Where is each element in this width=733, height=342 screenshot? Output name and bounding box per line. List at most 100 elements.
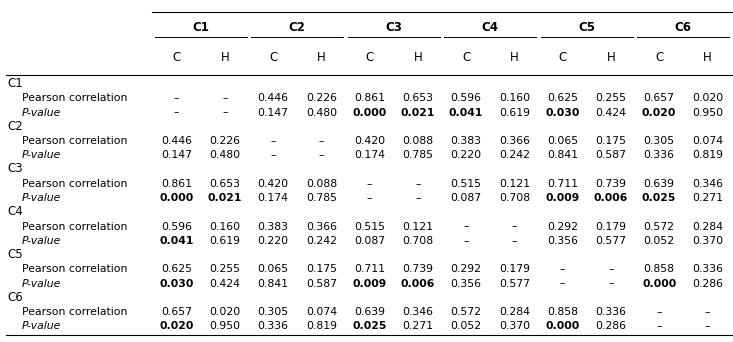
Text: 0.619: 0.619 xyxy=(210,236,240,246)
Text: 0.041: 0.041 xyxy=(449,108,483,118)
Text: 0.739: 0.739 xyxy=(595,179,627,189)
Text: 0.000: 0.000 xyxy=(545,321,580,331)
Text: 0.739: 0.739 xyxy=(402,264,433,274)
Text: 0.292: 0.292 xyxy=(547,222,578,232)
Text: –: – xyxy=(415,179,421,189)
Text: 0.819: 0.819 xyxy=(692,150,723,160)
Text: –: – xyxy=(222,108,228,118)
Text: 0.305: 0.305 xyxy=(644,136,674,146)
Text: –: – xyxy=(463,236,469,246)
Text: 0.009: 0.009 xyxy=(353,279,387,289)
Text: –: – xyxy=(319,136,324,146)
Text: –: – xyxy=(270,150,276,160)
Text: 0.160: 0.160 xyxy=(210,222,240,232)
Text: 0.121: 0.121 xyxy=(499,179,530,189)
Text: 0.336: 0.336 xyxy=(644,150,674,160)
Text: 0.420: 0.420 xyxy=(257,179,289,189)
Text: 0.305: 0.305 xyxy=(257,307,289,317)
Text: 0.242: 0.242 xyxy=(499,150,530,160)
Text: 0.587: 0.587 xyxy=(595,150,627,160)
Text: 0.356: 0.356 xyxy=(547,236,578,246)
Text: 0.596: 0.596 xyxy=(161,222,192,232)
Text: 0.020: 0.020 xyxy=(209,307,240,317)
Text: C1: C1 xyxy=(7,77,23,90)
Text: C4: C4 xyxy=(7,205,23,218)
Text: H: H xyxy=(510,51,519,65)
Text: 0.284: 0.284 xyxy=(499,307,530,317)
Text: 0.819: 0.819 xyxy=(306,321,337,331)
Text: –: – xyxy=(704,321,710,331)
Text: 0.006: 0.006 xyxy=(401,279,435,289)
Text: H: H xyxy=(606,51,615,65)
Text: 0.653: 0.653 xyxy=(402,93,433,103)
Text: 0.366: 0.366 xyxy=(499,136,530,146)
Text: P-value: P-value xyxy=(22,321,62,331)
Text: 0.711: 0.711 xyxy=(547,179,578,189)
Text: 0.020: 0.020 xyxy=(159,321,194,331)
Text: 0.587: 0.587 xyxy=(306,279,337,289)
Text: 0.383: 0.383 xyxy=(257,222,289,232)
Text: H: H xyxy=(317,51,325,65)
Text: C1: C1 xyxy=(192,21,209,34)
Text: 0.625: 0.625 xyxy=(547,93,578,103)
Text: C6: C6 xyxy=(7,291,23,304)
Text: Pearson correlation: Pearson correlation xyxy=(22,93,128,103)
Text: C: C xyxy=(559,51,567,65)
Text: –: – xyxy=(560,279,565,289)
Text: 0.220: 0.220 xyxy=(451,150,482,160)
Text: C2: C2 xyxy=(289,21,306,34)
Text: 0.242: 0.242 xyxy=(306,236,337,246)
Text: 0.346: 0.346 xyxy=(402,307,433,317)
Text: 0.052: 0.052 xyxy=(644,236,674,246)
Text: –: – xyxy=(319,150,324,160)
Text: 0.000: 0.000 xyxy=(160,193,194,203)
Text: 0.950: 0.950 xyxy=(210,321,240,331)
Text: C3: C3 xyxy=(7,162,23,175)
Text: 0.639: 0.639 xyxy=(354,307,385,317)
Text: 0.480: 0.480 xyxy=(210,150,240,160)
Text: C: C xyxy=(366,51,374,65)
Text: 0.052: 0.052 xyxy=(451,321,482,331)
Text: 0.841: 0.841 xyxy=(257,279,289,289)
Text: –: – xyxy=(560,264,565,274)
Text: 0.087: 0.087 xyxy=(354,236,385,246)
Text: P-value: P-value xyxy=(22,279,62,289)
Text: C5: C5 xyxy=(7,248,23,261)
Text: 0.639: 0.639 xyxy=(644,179,674,189)
Text: 0.030: 0.030 xyxy=(545,108,580,118)
Text: P-value: P-value xyxy=(22,193,62,203)
Text: 0.480: 0.480 xyxy=(306,108,337,118)
Text: 0.255: 0.255 xyxy=(595,93,627,103)
Text: 0.572: 0.572 xyxy=(451,307,482,317)
Text: 0.065: 0.065 xyxy=(547,136,578,146)
Text: –: – xyxy=(512,236,517,246)
Text: Pearson correlation: Pearson correlation xyxy=(22,222,128,232)
Text: 0.025: 0.025 xyxy=(353,321,387,331)
Text: 0.657: 0.657 xyxy=(161,307,192,317)
Text: H: H xyxy=(221,51,229,65)
Text: –: – xyxy=(174,93,180,103)
Text: C: C xyxy=(172,51,181,65)
Text: 0.950: 0.950 xyxy=(692,108,723,118)
Text: 0.088: 0.088 xyxy=(402,136,433,146)
Text: –: – xyxy=(222,93,228,103)
Text: 0.025: 0.025 xyxy=(642,193,677,203)
Text: C: C xyxy=(269,51,277,65)
Text: 0.174: 0.174 xyxy=(354,150,385,160)
Text: 0.861: 0.861 xyxy=(354,93,385,103)
Text: 0.021: 0.021 xyxy=(401,108,435,118)
Text: 0.370: 0.370 xyxy=(692,236,723,246)
Text: 0.020: 0.020 xyxy=(642,108,677,118)
Text: 0.009: 0.009 xyxy=(545,193,580,203)
Text: 0.785: 0.785 xyxy=(402,150,433,160)
Text: 0.255: 0.255 xyxy=(210,264,240,274)
Text: 0.179: 0.179 xyxy=(499,264,530,274)
Text: 0.220: 0.220 xyxy=(257,236,289,246)
Text: C: C xyxy=(462,51,471,65)
Text: –: – xyxy=(270,136,276,146)
Text: 0.785: 0.785 xyxy=(306,193,337,203)
Text: Pearson correlation: Pearson correlation xyxy=(22,307,128,317)
Text: 0.619: 0.619 xyxy=(499,108,530,118)
Text: 0.006: 0.006 xyxy=(594,193,628,203)
Text: 0.446: 0.446 xyxy=(257,93,289,103)
